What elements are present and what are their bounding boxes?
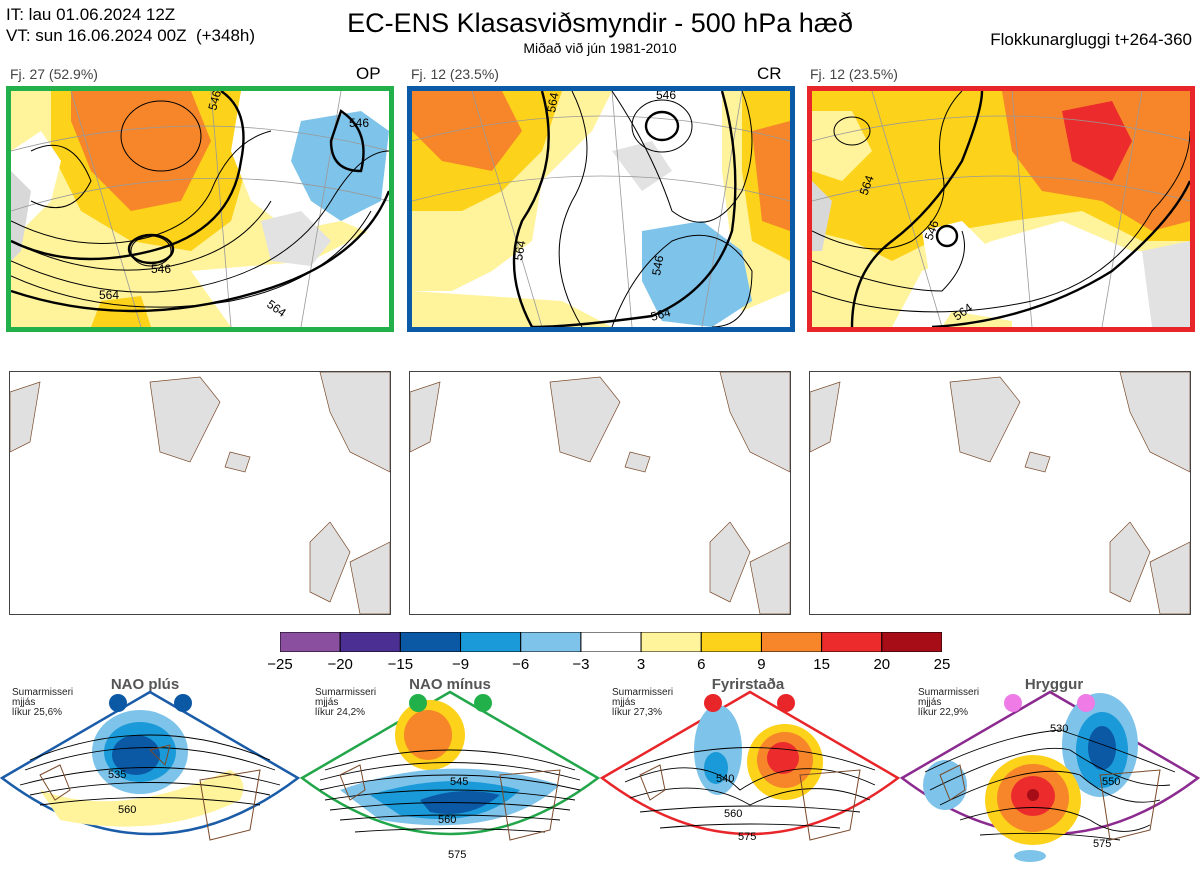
contour-label: 545: [450, 776, 468, 788]
regime-map-ridge: 530 550 575: [899, 690, 1200, 862]
colorbar-tick-label: 9: [757, 656, 766, 673]
cluster-map-3: 564 546 564: [807, 86, 1195, 332]
contour-label: 546: [151, 262, 171, 276]
colorbar-swatch: [821, 631, 883, 653]
colorbar-tick-label: −6: [512, 656, 530, 673]
contour-label: 550: [1102, 776, 1120, 788]
colorbar-swatch: [399, 631, 462, 653]
contour-label: 540: [716, 773, 734, 785]
classification-window: Flokkunargluggi t+264-360: [990, 30, 1192, 49]
section-title-nao-minus: NAO mínus: [409, 676, 491, 693]
colorbar-swatch: [580, 631, 642, 653]
colorbar-tick-label: 20: [873, 656, 891, 673]
contour-label: 546: [649, 254, 666, 276]
empty-map-2: [409, 371, 791, 615]
colorbar-swatch: [700, 631, 762, 653]
regime-maps: 535 560 545 560 575: [0, 690, 1200, 871]
contour-label: 546: [205, 91, 224, 112]
contour-label: 564: [649, 305, 672, 324]
panel-1-tag: OP: [356, 64, 381, 83]
contour-label: 560: [438, 814, 456, 826]
page-subtitle: Miðað við jún 1981-2010: [523, 40, 677, 56]
colorbar-swatch: [520, 631, 582, 653]
colorbar-tick-label: −25: [267, 656, 293, 673]
colorbar-swatch: [760, 631, 823, 653]
section-note-blocking: Sumarmisseri mjjás líkur 27,3%: [612, 687, 674, 718]
colorbar-tick-label: −20: [327, 656, 353, 673]
empty-map-1: [9, 371, 391, 615]
colorbar-tick-label: 25: [933, 656, 951, 673]
colorbar-tick-label: −9: [451, 656, 470, 673]
colorbar-swatch: [460, 631, 522, 653]
cluster-map-1: 546 564 546 564 546: [6, 86, 394, 332]
contour-label: 564: [544, 91, 561, 113]
regime-map-nao-minus: 545 560 575: [299, 690, 601, 861]
page-title: EC-ENS Klasasviðsmyndir - 500 hPa hæð: [347, 8, 853, 38]
panel-3-label: Fj. 12 (23.5%): [810, 66, 898, 82]
colorbar-tick-label: 3: [636, 656, 646, 673]
section-title-nao-plus: NAO plús: [110, 676, 180, 693]
colorbar-tick-label: −15: [387, 656, 414, 673]
section-note-nao-plus: Sumarmisseri mjjás líkur 25,6%: [12, 687, 74, 718]
init-time: IT: lau 01.06.2024 12Z: [6, 5, 176, 24]
contour-label: 575: [738, 831, 756, 843]
contour-label: 564: [99, 288, 119, 302]
section-note-ridge: Sumarmisseri mjjás líkur 22,9%: [918, 687, 980, 718]
valid-time: VT: sun 16.06.2024 00Z (+348h): [6, 26, 256, 45]
contour-label: 546: [349, 116, 369, 130]
panel-1-label: Fj. 27 (52.9%): [10, 66, 98, 82]
contour-label: 564: [511, 239, 528, 261]
colorbar-tick-label: 6: [697, 656, 706, 673]
contour-label: 575: [1093, 838, 1111, 850]
colorbar: [279, 631, 943, 653]
colorbar-swatch: [881, 631, 943, 653]
colorbar-swatch: [640, 631, 702, 653]
contour-label: 546: [656, 91, 676, 102]
colorbar-swatch: [339, 631, 401, 653]
panel-2-label: Fj. 12 (23.5%): [411, 66, 499, 82]
contour-label: 535: [108, 769, 126, 781]
header-times: IT: lau 01.06.2024 12Z VT: sun 16.06.202…: [6, 4, 255, 46]
contour-label: 546: [922, 218, 942, 242]
regime-map-nao-plus: 535 560: [0, 690, 301, 841]
section-note-nao-minus: Sumarmisseri mjjás líkur 24,2%: [315, 687, 377, 718]
contour-label: 575: [448, 849, 466, 861]
contour-label: 560: [118, 804, 136, 816]
cluster-map-2: 564 546 564 546 564: [407, 86, 795, 332]
contour-label: 564: [857, 173, 877, 197]
contour-label: 530: [1050, 723, 1068, 735]
contour-label: 560: [724, 808, 742, 820]
regime-map-blocking: 540 560 575: [599, 690, 901, 843]
colorbar-tick-label: −3: [572, 656, 590, 673]
empty-map-3: [809, 371, 1191, 615]
colorbar-swatch: [279, 631, 341, 653]
section-title-blocking: Fyrirstaða: [711, 676, 785, 693]
colorbar-tick-label: 15: [813, 656, 830, 673]
section-title-ridge: Hryggur: [1024, 676, 1084, 693]
panel-2-tag: CR: [757, 64, 782, 83]
